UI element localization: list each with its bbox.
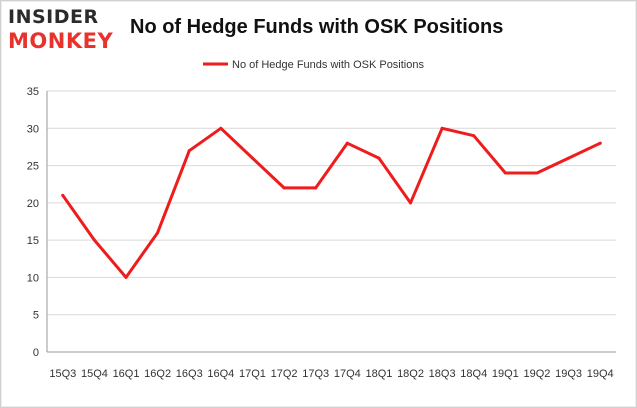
x-tick-label: 16Q1 (113, 368, 140, 380)
y-tick-label: 10 (27, 272, 39, 284)
x-tick-label: 15Q4 (81, 368, 108, 380)
data-point (472, 134, 476, 138)
series-line (61, 126, 602, 279)
data-point (187, 149, 191, 153)
grid-lines (47, 90, 616, 353)
y-axis: 0 5 10 15 20 25 30 35 (27, 86, 48, 359)
insider-monkey-logo: INSIDER MONKEY (8, 6, 126, 54)
legend: No of Hedge Funds with OSK Positions (203, 59, 424, 71)
data-point (156, 231, 160, 235)
x-tick-label: 18Q1 (365, 368, 392, 380)
x-tick-label: 19Q2 (524, 368, 551, 380)
x-axis: 15Q3 15Q4 16Q1 16Q2 16Q3 16Q4 17Q1 17Q2 17Q3 17Q4… (49, 368, 613, 380)
data-point (282, 186, 286, 190)
logo-line-2: MONKEY (8, 29, 114, 53)
legend-label: No of Hedge Funds with OSK Positions (232, 59, 424, 71)
x-tick-label: 19Q3 (555, 368, 582, 380)
data-point (61, 193, 65, 197)
logo-line-1: INSIDER (8, 6, 99, 28)
y-tick-label: 5 (33, 310, 39, 322)
y-tick-label: 25 (27, 161, 39, 173)
data-point (345, 141, 349, 145)
x-tick-label: 17Q4 (334, 368, 361, 380)
data-point (503, 171, 507, 175)
data-point (535, 171, 539, 175)
data-point (250, 156, 254, 160)
data-point (124, 275, 128, 279)
x-tick-label: 18Q2 (397, 368, 424, 380)
chart-title: No of Hedge Funds with OSK Positions (130, 16, 504, 38)
x-tick-label: 19Q1 (492, 368, 519, 380)
data-point (440, 126, 444, 130)
y-tick-label: 35 (27, 86, 39, 98)
x-tick-label: 16Q3 (176, 368, 203, 380)
y-tick-label: 20 (27, 198, 39, 210)
data-point (377, 156, 381, 160)
data-point (314, 186, 318, 190)
data-point (219, 126, 223, 130)
y-tick-label: 15 (27, 235, 39, 247)
y-tick-label: 0 (33, 347, 39, 359)
data-point (567, 156, 571, 160)
x-tick-label: 17Q3 (302, 368, 329, 380)
x-tick-label: 15Q3 (49, 368, 76, 380)
data-point (598, 141, 602, 145)
x-tick-label: 18Q3 (429, 368, 456, 380)
series-layer (61, 126, 602, 279)
x-tick-label: 18Q4 (460, 368, 487, 380)
x-tick-label: 16Q2 (144, 368, 171, 380)
x-tick-label: 19Q4 (587, 368, 614, 380)
x-tick-label: 17Q1 (239, 368, 266, 380)
data-point (409, 201, 413, 205)
x-tick-label: 17Q2 (271, 368, 298, 380)
data-point (92, 238, 96, 242)
x-tick-label: 16Q4 (207, 368, 234, 380)
y-tick-label: 30 (27, 123, 39, 135)
